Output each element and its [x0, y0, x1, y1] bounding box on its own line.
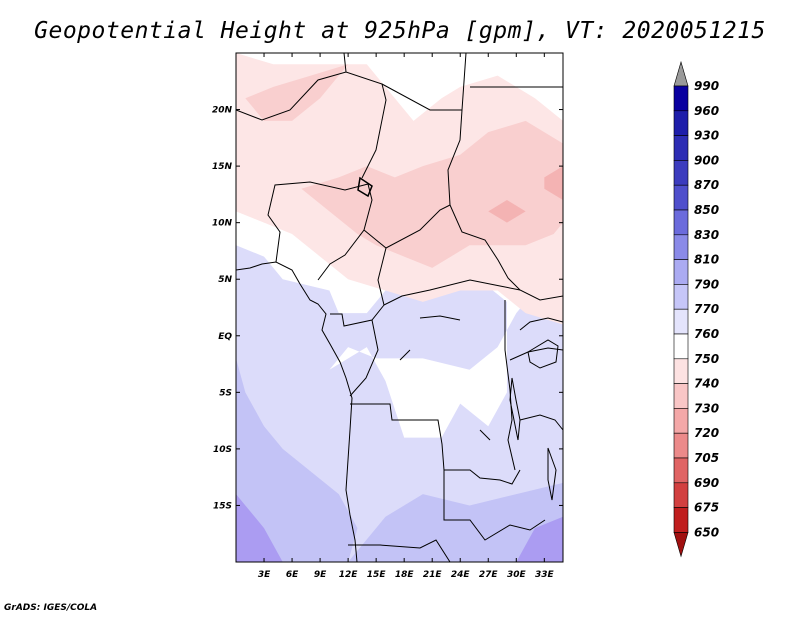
colorbar-swatch [673, 209, 689, 236]
x-tick-label: 15E [367, 570, 387, 580]
colorbar-swatch [673, 259, 689, 285]
x-tick-label: 21E [423, 570, 443, 580]
colorbar-swatch [673, 284, 689, 310]
colorbar-swatch [673, 234, 689, 260]
x-tick-label: 9E [314, 570, 327, 580]
colorbar-label: 830 [694, 228, 719, 242]
colorbar-label: 870 [694, 178, 719, 192]
contour-region-790 [348, 482, 563, 562]
colorbar-swatch [673, 333, 689, 360]
congo-river [399, 315, 491, 441]
colorbar-bottom-arrow [673, 532, 689, 558]
lake-victoria [527, 339, 559, 369]
colorbar: 990 960 930 900 870 850 830 810 790 770 760 750 740 7… [673, 60, 719, 558]
colorbar-label: 690 [694, 476, 719, 490]
grads-credit: GrADS: IGES/COLA [4, 603, 98, 613]
map-title: Geopotential Height at 925hPa [gpm], VT:… [34, 18, 766, 44]
map-area: 3E 6E 9E 12E 15E 18E 21E 24E 27E 30E 33E 20N 15N 10N… [212, 52, 564, 580]
lake-chad [357, 176, 373, 198]
colorbar-label: 650 [694, 525, 719, 539]
map-frame [235, 52, 564, 563]
colorbar-label: 675 [694, 501, 719, 515]
colorbar-label: 720 [694, 426, 719, 440]
contour-region-730 [488, 200, 526, 223]
colorbar-label: 760 [694, 327, 719, 341]
colorbar-label: 850 [694, 203, 719, 217]
country-borders [236, 53, 563, 562]
contour-region-810 [236, 494, 283, 562]
x-tick-label: 27E [479, 570, 499, 580]
colorbar-swatch [673, 160, 689, 186]
colorbar-swatch [673, 358, 689, 384]
colorbar-swatch [673, 432, 689, 459]
x-tick-label: 24E [451, 570, 471, 580]
contour-region-790 [236, 358, 358, 562]
y-tick-label: 10N [212, 219, 233, 229]
longitude-axis: 3E 6E 9E 12E 15E 18E 21E 24E 27E 30E 33E [258, 53, 555, 580]
colorbar-swatch [673, 110, 689, 136]
colorbar-swatch [673, 184, 689, 211]
east-africa-border [509, 317, 563, 431]
x-tick-label: 6E [286, 570, 299, 580]
y-tick-label: EQ [218, 332, 232, 342]
x-tick-label: 30E [507, 570, 527, 580]
colorbar-label: 770 [694, 302, 719, 316]
colorbar-label: 705 [694, 451, 719, 465]
x-tick-label: 18E [395, 570, 415, 580]
y-tick-label: 5S [219, 388, 232, 398]
height-contour-fills [236, 53, 563, 562]
colorbar-label: 750 [694, 352, 719, 366]
y-tick-label: 5N [218, 275, 232, 285]
west-africa-coastline [236, 261, 358, 562]
colorbar-label: 730 [694, 401, 719, 415]
colorbar-swatch [673, 507, 689, 533]
x-tick-label: 3E [258, 570, 271, 580]
contour-region-810 [516, 516, 563, 562]
contour-region-730 [544, 166, 563, 201]
contour-region-740 [301, 120, 563, 268]
y-tick-label: 20N [212, 106, 233, 116]
colorbar-label: 790 [694, 277, 719, 291]
angola-zambia-border [348, 470, 546, 562]
congo-border [330, 304, 385, 397]
latitude-axis: 20N 15N 10N 5N EQ 5S 10S 15S [212, 106, 563, 511]
colorbar-label: 990 [694, 79, 719, 93]
colorbar-swatch [673, 135, 689, 161]
x-tick-label: 12E [339, 570, 359, 580]
colorbar-label: 810 [694, 253, 719, 267]
colorbar-label: 900 [694, 153, 719, 167]
libya-border [343, 53, 467, 111]
colorbar-swatch [673, 457, 689, 484]
y-tick-label: 15S [213, 501, 232, 511]
y-tick-label: 15N [212, 162, 233, 172]
colorbar-label: 930 [694, 129, 719, 143]
colorbar-swatch [673, 383, 689, 409]
colorbar-label: 960 [694, 104, 719, 118]
lake-tanganyika [509, 377, 521, 441]
colorbar-swatch [673, 85, 689, 112]
lake-malawi [547, 447, 557, 501]
chad-sudan-border [447, 109, 563, 301]
car-border [363, 204, 521, 306]
y-tick-label: 10S [213, 445, 232, 455]
colorbar-top-arrow [673, 60, 689, 87]
colorbar-swatch [673, 408, 689, 434]
nigeria-border [267, 181, 373, 281]
x-tick-label: 33E [535, 570, 555, 580]
colorbar-label: 740 [694, 377, 719, 391]
colorbar-swatch [673, 308, 689, 335]
colorbar-swatch [673, 482, 689, 508]
